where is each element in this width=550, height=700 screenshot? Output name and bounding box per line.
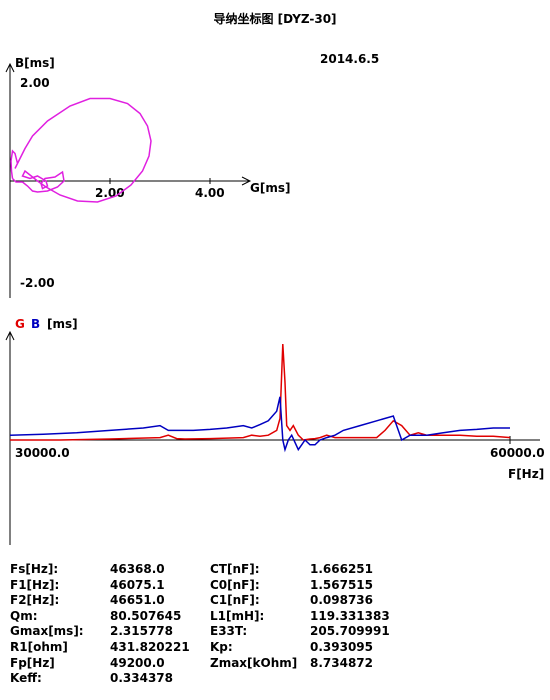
param-value: 1.567515	[310, 577, 374, 592]
param-label: L1[mH]:	[210, 608, 265, 623]
param-row: Keff: 0.334378	[10, 671, 430, 687]
param-label: Fp[Hz]	[10, 655, 55, 670]
b-axis-arrow	[5, 62, 15, 73]
param-label: Gmax[ms]:	[10, 624, 84, 639]
legend-g: G	[15, 317, 25, 331]
param-row: F1[Hz]: 46075.1 C0[nF]: 1.567515	[10, 578, 430, 594]
param-value: 205.709991	[310, 624, 390, 639]
sweep-plot	[9, 343, 511, 453]
param-label: Qm:	[10, 608, 38, 623]
param-value: 49200.0	[110, 655, 165, 670]
param-value: 8.734872	[310, 655, 374, 670]
series-g-line	[10, 343, 511, 441]
b-tick-label-pos: 2.00	[20, 76, 50, 90]
param-label: C1[nF]:	[210, 593, 260, 608]
legend-unit: [ms]	[47, 317, 78, 331]
legend-b: B	[31, 317, 40, 331]
b-tick-label-neg: -2.00	[20, 276, 55, 290]
param-label: Kp:	[210, 639, 233, 654]
param-label: E33T:	[210, 624, 248, 639]
param-value: 2.315778	[110, 624, 174, 639]
admittance-axes: B[ms] G[ms] 2.00 -2.00 2.00 4.00	[5, 56, 290, 298]
g-tick-label-4: 4.00	[195, 186, 225, 200]
sweep-x-end-label: 60000.0	[490, 446, 545, 460]
param-label: F2[Hz]:	[10, 593, 60, 608]
param-value: 46075.1	[110, 577, 165, 592]
test-date: 2014.6.5	[320, 52, 380, 66]
param-value: 1.666251	[310, 562, 374, 576]
series-b-line	[9, 396, 510, 453]
param-label: F1[Hz]:	[10, 577, 60, 592]
sweep-y-axis-arrow	[5, 330, 15, 341]
param-value: 46368.0	[110, 562, 165, 576]
sweep-axes: G B [ms] 30000.0 60000.0 F[Hz]	[5, 317, 545, 545]
param-value: 0.393095	[310, 639, 374, 654]
g-axis-label: G[ms]	[250, 181, 290, 195]
b-axis-label: B[ms]	[15, 56, 55, 70]
param-value: 0.098736	[310, 593, 374, 608]
sweep-x-axis-label: F[Hz]	[508, 467, 544, 481]
param-value: 431.820221	[110, 639, 190, 654]
param-label: C0[nF]:	[210, 577, 260, 592]
param-row: Qm: 80.507645 L1[mH]: 119.331383	[10, 609, 430, 625]
param-value: 80.507645	[110, 608, 182, 623]
param-row: Fs[Hz]: 46368.0 CT[nF]: 1.666251	[10, 562, 430, 578]
admittance-plot	[10, 97, 152, 203]
g-tick-label-2: 2.00	[95, 186, 125, 200]
chart-canvas: B[ms] G[ms] 2.00 -2.00 2.00 4.00 G B [ms…	[5, 56, 545, 545]
param-label	[210, 671, 310, 687]
parameter-table: Fs[Hz]: 46368.0 CT[nF]: 1.666251 F1[Hz]: 4607…	[10, 562, 430, 687]
param-value: 46651.0	[110, 593, 165, 608]
param-label: Zmax[kOhm]	[210, 655, 298, 670]
g-axis-arrow	[241, 176, 252, 186]
admittance-curve	[10, 97, 152, 203]
param-row: Gmax[ms]: 2.315778 E33T: 205.709991	[10, 624, 430, 640]
param-row: R1[ohm] 431.820221 Kp: 0.393095	[10, 640, 430, 656]
param-value: 119.331383	[310, 608, 390, 623]
param-row: F2[Hz]: 46651.0 C1[nF]: 0.098736	[10, 593, 430, 609]
param-label: R1[ohm]	[10, 639, 68, 654]
page-title: 导纳坐标图 [DYZ-30]	[213, 12, 337, 26]
param-value: 0.334378	[110, 671, 174, 686]
param-label: CT[nF]:	[210, 562, 260, 576]
param-label: Fs[Hz]:	[10, 562, 59, 576]
sweep-x-start-label: 30000.0	[15, 446, 70, 460]
param-row: Fp[Hz] 49200.0 Zmax[kOhm] 8.734872	[10, 656, 430, 672]
param-value	[310, 671, 430, 687]
param-label: Keff:	[10, 671, 42, 686]
